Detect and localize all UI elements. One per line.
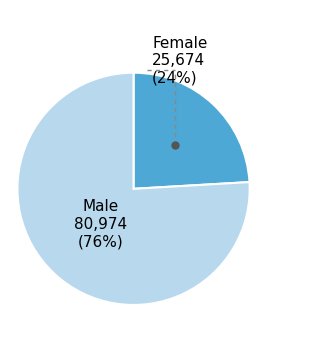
Text: Female
25,674
(24%): Female 25,674 (24%)	[152, 35, 208, 85]
Text: Male
80,974
(76%): Male 80,974 (76%)	[73, 200, 127, 249]
Wedge shape	[18, 73, 250, 305]
Wedge shape	[134, 73, 250, 189]
